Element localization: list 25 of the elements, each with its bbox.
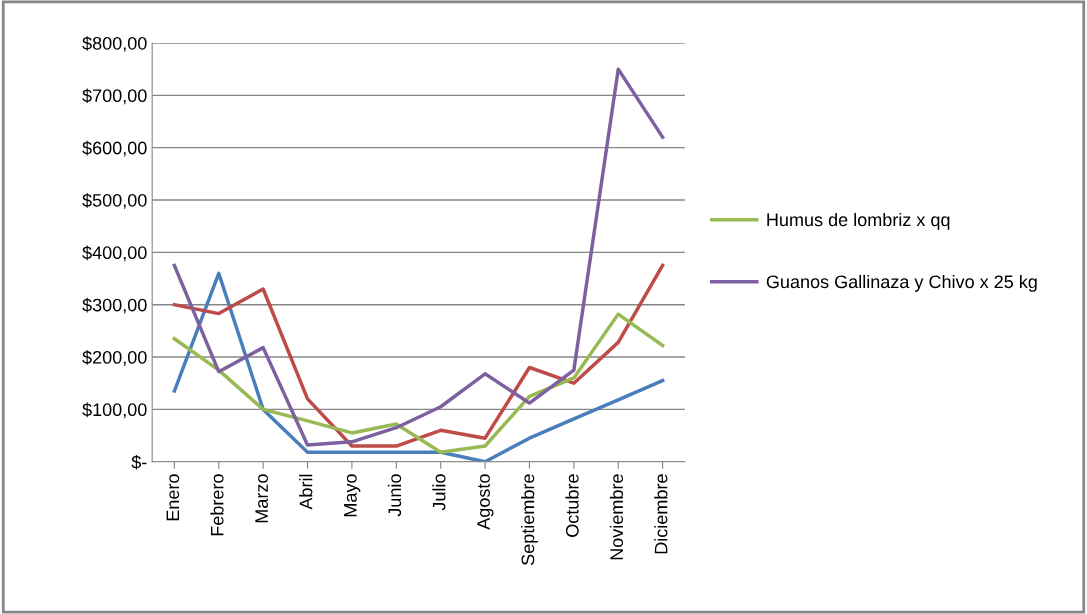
x-tick-label: Enero xyxy=(166,474,180,521)
y-tick-label: $600,00 xyxy=(82,140,147,157)
y-tick-label: $300,00 xyxy=(82,297,147,314)
x-tick-label: Julio xyxy=(432,474,446,511)
x-tick-label: Diciembre xyxy=(654,474,668,554)
x-tick-label: Marzo xyxy=(255,474,268,523)
y-tick-label: $200,00 xyxy=(82,350,147,366)
x-tick-label: Febrero xyxy=(210,474,224,536)
x-tick-label: Junio xyxy=(387,474,402,517)
y-tick-label: $100,00 xyxy=(82,402,147,419)
legend-label: Humus de lombriz x qq xyxy=(767,212,950,230)
y-tick-label: $400,00 xyxy=(82,245,147,262)
legend-label: Guanos Gallinaza y Chivo x 25 kg xyxy=(766,274,1037,292)
line-series xyxy=(172,67,665,447)
x-tick-label: Octubre xyxy=(565,474,579,537)
y-tick-label: $700,00 xyxy=(82,88,147,105)
y-tick-label: $- xyxy=(131,454,147,470)
x-tick-label: Abril xyxy=(299,474,313,510)
x-tick-label: Septiembre xyxy=(521,474,538,566)
line-series xyxy=(172,312,665,455)
y-tick-label: $800,00 xyxy=(82,36,147,52)
x-tick-label: Mayo xyxy=(344,474,361,517)
x-tick-label: Noviembre xyxy=(609,474,624,560)
x-tick-label: Agosto xyxy=(477,474,494,530)
y-tick-label: $500,00 xyxy=(82,193,147,209)
